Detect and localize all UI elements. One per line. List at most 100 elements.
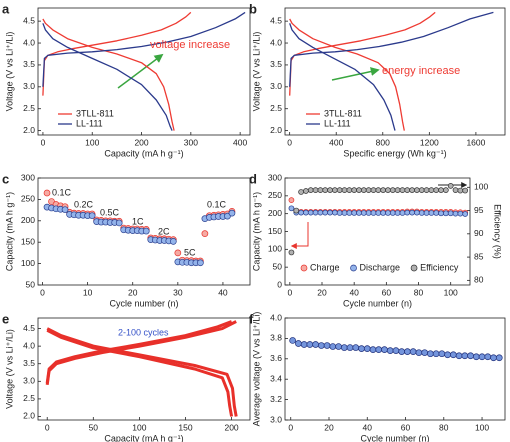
point <box>360 187 367 193</box>
point <box>356 210 362 216</box>
y-tick-label: 50 <box>26 279 36 289</box>
y-tick-label: 4.0 <box>270 312 282 322</box>
point <box>341 210 348 216</box>
y-tick-label: 3.0 <box>23 81 35 91</box>
point <box>298 209 304 216</box>
x-tick-label: 200 <box>134 137 148 147</box>
point <box>490 354 497 362</box>
point <box>323 342 331 349</box>
x-tick-label: 40 <box>363 422 373 432</box>
point <box>375 210 382 216</box>
point <box>409 348 417 356</box>
y-tick-label: 3.0 <box>270 414 282 424</box>
point <box>288 249 295 256</box>
x-tick-label: 20 <box>317 287 327 297</box>
point <box>381 346 388 353</box>
x-tick-label: 1200 <box>420 137 439 147</box>
panel-letter: d <box>249 171 257 186</box>
point <box>418 187 425 193</box>
y-tick-label: 4.0 <box>23 340 35 350</box>
point <box>370 210 377 216</box>
point <box>327 187 333 193</box>
line <box>42 18 175 131</box>
point <box>356 187 362 193</box>
x-tick-label: 200 <box>224 422 238 432</box>
line <box>289 23 396 131</box>
annotation: 0.2C <box>74 199 94 209</box>
y-tick-label: 150 <box>268 226 282 236</box>
y-axis-label: Voltage (V vs Li⁺/Li) <box>4 329 14 409</box>
point <box>375 346 383 353</box>
y-tick-label: 2.5 <box>270 103 282 113</box>
point <box>288 197 295 203</box>
y-tick-label: 0 <box>277 279 282 289</box>
point <box>409 209 415 216</box>
legend-swatch <box>300 264 308 272</box>
point <box>317 209 324 216</box>
point <box>409 187 415 193</box>
point <box>298 189 304 195</box>
x-tick-label: 1600 <box>466 137 485 147</box>
x-tick-label: 80 <box>439 422 449 432</box>
point <box>312 187 319 193</box>
x-tick-label: 40 <box>349 287 359 297</box>
annotation: 2C <box>158 226 170 236</box>
annotation: 1C <box>132 216 144 226</box>
point <box>346 210 353 216</box>
point <box>228 209 236 217</box>
y-tick-label: 50 <box>273 261 283 271</box>
line <box>46 327 238 417</box>
y-tick-label: 100 <box>474 182 488 192</box>
point <box>322 209 329 216</box>
x-tick-label: 20 <box>324 422 334 432</box>
legend-swatch <box>350 264 357 272</box>
x-tick-label: 0 <box>287 287 292 297</box>
y-tick-label: 80 <box>474 275 484 285</box>
x-tick-label: 400 <box>233 137 247 147</box>
point <box>142 227 150 235</box>
point <box>351 210 358 216</box>
point <box>174 249 182 257</box>
point <box>423 210 430 216</box>
point <box>48 198 55 205</box>
point <box>365 187 372 193</box>
x-tick-label: 150 <box>178 422 192 432</box>
y2-axis-label: Efficiency (%) <box>493 204 503 259</box>
x-tick-label: 0 <box>45 422 50 432</box>
point <box>484 353 492 361</box>
y-tick-label: 85 <box>474 251 484 261</box>
x-tick-label: 20 <box>128 287 138 297</box>
x-tick-label: 0 <box>40 287 45 297</box>
x-tick-label: 50 <box>89 422 99 432</box>
line <box>289 18 405 131</box>
y-tick-label: 3.6 <box>270 353 282 363</box>
legend-label: Efficiency <box>420 262 459 272</box>
line <box>42 11 246 87</box>
point <box>438 210 444 217</box>
point <box>438 187 444 193</box>
point <box>432 350 440 358</box>
point <box>312 341 319 348</box>
x-axis-label: Cycle number (n) <box>343 298 412 308</box>
point <box>306 341 314 348</box>
point <box>375 187 382 193</box>
point <box>201 230 209 237</box>
point <box>414 187 420 193</box>
annotation: 0.5C <box>100 207 120 217</box>
point <box>404 187 411 193</box>
y-tick-label: 200 <box>21 215 35 225</box>
y-tick-label: 2.5 <box>23 103 35 113</box>
y-tick-label: 3.8 <box>270 333 282 343</box>
y-tick-label: 2.0 <box>23 125 35 135</box>
point <box>452 187 459 193</box>
point <box>346 187 353 193</box>
point <box>293 207 300 214</box>
panel-letter: a <box>2 1 10 16</box>
point <box>447 183 454 189</box>
point <box>394 187 401 193</box>
y-tick-label: 3.5 <box>270 59 282 69</box>
point <box>495 354 503 362</box>
point <box>399 187 406 193</box>
point <box>472 353 480 361</box>
